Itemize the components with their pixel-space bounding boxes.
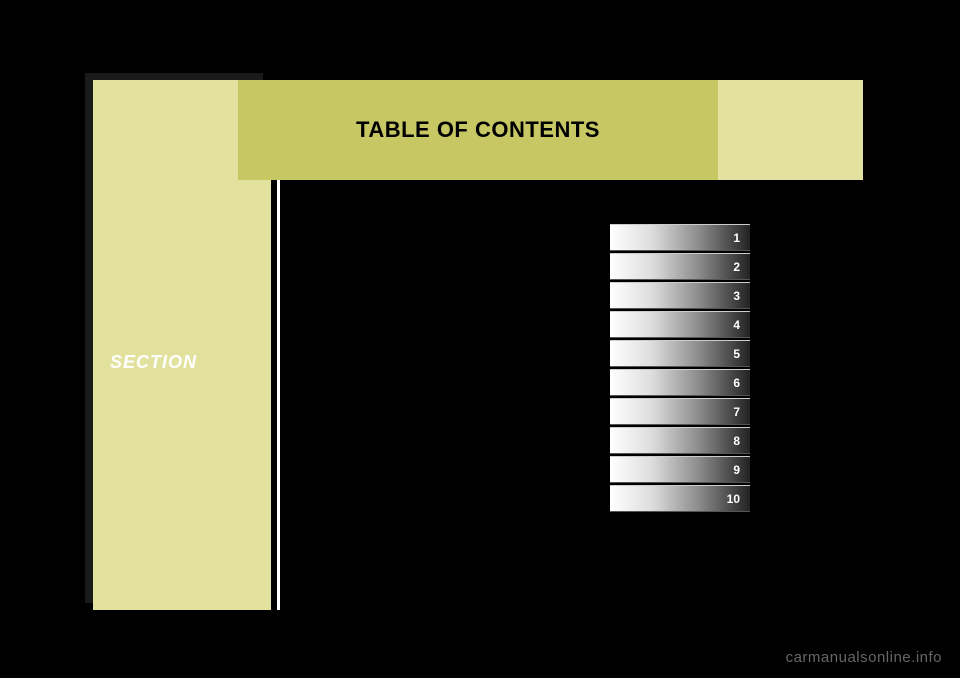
tab-num: 6: [733, 376, 740, 390]
tab-9[interactable]: 9: [610, 456, 750, 483]
watermark: carmanualsonline.info: [786, 649, 942, 666]
tab-3[interactable]: 3: [610, 282, 750, 309]
tab-4[interactable]: 4: [610, 311, 750, 338]
tab-num: 2: [733, 260, 740, 274]
tab-num: 3: [733, 289, 740, 303]
tab-num: 10: [727, 492, 740, 506]
tab-num: 8: [733, 434, 740, 448]
section-tabs: 1 2 3 4 5 6 7 8 9 10: [610, 224, 750, 514]
tab-8[interactable]: 8: [610, 427, 750, 454]
tab-num: 1: [733, 231, 740, 245]
title-box: TABLE OF CONTENTS: [238, 80, 718, 180]
tab-5[interactable]: 5: [610, 340, 750, 367]
tab-num: 4: [733, 318, 740, 332]
tab-num: 7: [733, 405, 740, 419]
tab-2[interactable]: 2: [610, 253, 750, 280]
tab-num: 9: [733, 463, 740, 477]
tab-7[interactable]: 7: [610, 398, 750, 425]
page-title: TABLE OF CONTENTS: [356, 117, 600, 143]
divider-light: [277, 180, 280, 610]
tab-10[interactable]: 10: [610, 485, 750, 512]
tab-num: 5: [733, 347, 740, 361]
tab-1[interactable]: 1: [610, 224, 750, 251]
tab-6[interactable]: 6: [610, 369, 750, 396]
sidebar-label: SECTION: [110, 352, 197, 373]
